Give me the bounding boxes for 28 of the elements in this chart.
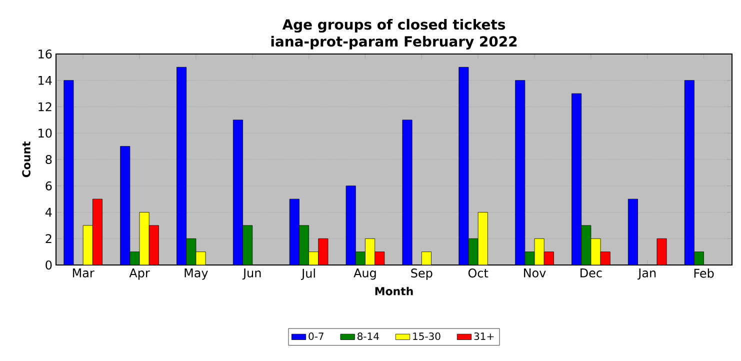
- x-tick-label: Sep: [411, 268, 432, 280]
- y-tick-label: 6: [46, 181, 52, 190]
- chart-title: Age groups of closed tickets iana-prot-param February 2022: [271, 18, 517, 50]
- legend-label: 15-30: [413, 332, 440, 340]
- legend-label: 0-7: [308, 332, 324, 340]
- y-tick-label: 16: [38, 49, 52, 59]
- y-tick-label: 10: [38, 128, 52, 138]
- x-tick-label: May: [184, 268, 208, 280]
- x-tick-label: Jul: [300, 268, 315, 280]
- legend-label: 8-14: [358, 332, 379, 340]
- x-tick-label: Jan: [638, 268, 656, 280]
- y-tick-label: 0: [46, 260, 52, 270]
- y-tick-label: 4: [45, 208, 52, 217]
- x-tick-label: Dec: [580, 268, 602, 278]
- x-axis-title: Month: [375, 286, 413, 296]
- y-axis-title: Count: [22, 142, 30, 178]
- y-tick-label: 8: [46, 154, 52, 164]
- x-tick-label: Mar: [72, 268, 94, 278]
- x-tick-label: Aug: [354, 268, 376, 280]
- x-tick-label: Nov: [524, 268, 546, 278]
- x-tick-label: Feb: [694, 268, 714, 278]
- x-tick-label: Oct: [468, 268, 488, 278]
- y-tick-label: 12: [38, 102, 52, 112]
- x-tick-label: Apr: [129, 268, 150, 280]
- x-tick-label: Jun: [242, 268, 261, 280]
- y-tick-label: 14: [38, 76, 52, 85]
- y-tick-label: 2: [46, 234, 52, 244]
- legend-label: 31+: [474, 332, 494, 340]
